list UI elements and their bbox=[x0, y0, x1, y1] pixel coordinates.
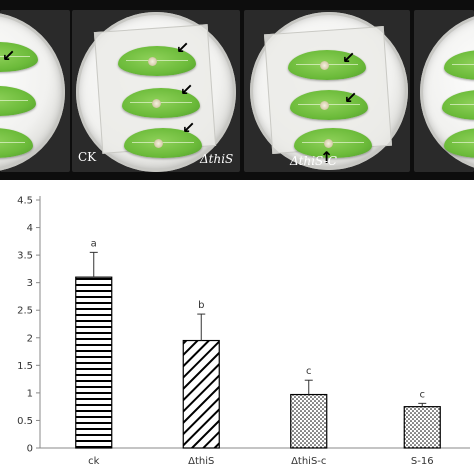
bar bbox=[290, 393, 328, 449]
lesion bbox=[152, 99, 161, 108]
arrow-icon: ↙ bbox=[180, 80, 194, 99]
photo-label-thiS-C: ΔthiS-C bbox=[290, 154, 337, 168]
bar bbox=[75, 276, 113, 449]
leaf bbox=[118, 46, 196, 76]
photo-panel-ck: ↙ ↙ ↙ CK bbox=[72, 10, 240, 172]
lesion bbox=[320, 61, 329, 70]
lesion bbox=[320, 101, 329, 110]
arrow-icon: ↙ bbox=[182, 118, 196, 137]
arrow-icon: ↙ bbox=[2, 46, 16, 65]
bar-chart: 0 0.5 1 1.5 2 2.5 3 3.5 4 4.5 a ck b ΔthiS c ΔthiS-c c S… bbox=[17, 196, 470, 467]
photo-panel-4 bbox=[414, 10, 474, 172]
y-tick-label: 1 bbox=[27, 388, 33, 399]
y-tick-label: 1.5 bbox=[17, 361, 33, 372]
leaf bbox=[290, 90, 368, 120]
lesion bbox=[148, 57, 157, 66]
x-tick-label: ΔthiS bbox=[188, 456, 214, 467]
arrow-icon: ↙ bbox=[342, 48, 356, 67]
leaf bbox=[124, 128, 202, 158]
x-tick-label: ΔthiS-c bbox=[291, 456, 326, 467]
y-tick-label: 4.5 bbox=[17, 196, 33, 207]
photo-label-thiS: ΔthiS bbox=[200, 152, 234, 166]
x-tick-label: S-16 bbox=[411, 456, 434, 467]
arrow-icon: ↙ bbox=[344, 88, 358, 107]
arrow-icon: ↙ bbox=[176, 38, 190, 57]
significance-label: c bbox=[306, 366, 312, 377]
significance-label: a bbox=[91, 238, 97, 249]
y-tick-label: 2.5 bbox=[17, 306, 33, 317]
lesion bbox=[324, 139, 333, 148]
significance-label: c bbox=[420, 389, 426, 400]
lesion bbox=[154, 139, 163, 148]
photo-panel-1: ↙ bbox=[0, 10, 70, 172]
significance-label: b bbox=[198, 300, 204, 311]
arrow-icon: ↑ bbox=[320, 148, 334, 167]
y-tick-label: 0.5 bbox=[17, 416, 33, 427]
photo-strip: ↙ ↙ ↙ ↙ CK ↙ ↙ ↑ ΔthiS-C ΔthiS bbox=[0, 0, 474, 180]
y-tick-label: 2 bbox=[27, 333, 33, 344]
y-tick-label: 4 bbox=[27, 223, 33, 234]
leaf bbox=[122, 88, 200, 118]
bar bbox=[403, 406, 441, 449]
photo-panel-thiS: ↙ ↙ ↑ ΔthiS-C bbox=[244, 10, 410, 172]
photo-label-ck: CK bbox=[78, 150, 97, 164]
y-tick-label: 0 bbox=[27, 444, 33, 455]
y-tick-label: 3 bbox=[27, 278, 33, 289]
x-tick-label: ck bbox=[88, 456, 99, 467]
leaf bbox=[294, 128, 372, 158]
bar bbox=[182, 339, 220, 449]
y-tick-label: 3.5 bbox=[17, 251, 33, 262]
